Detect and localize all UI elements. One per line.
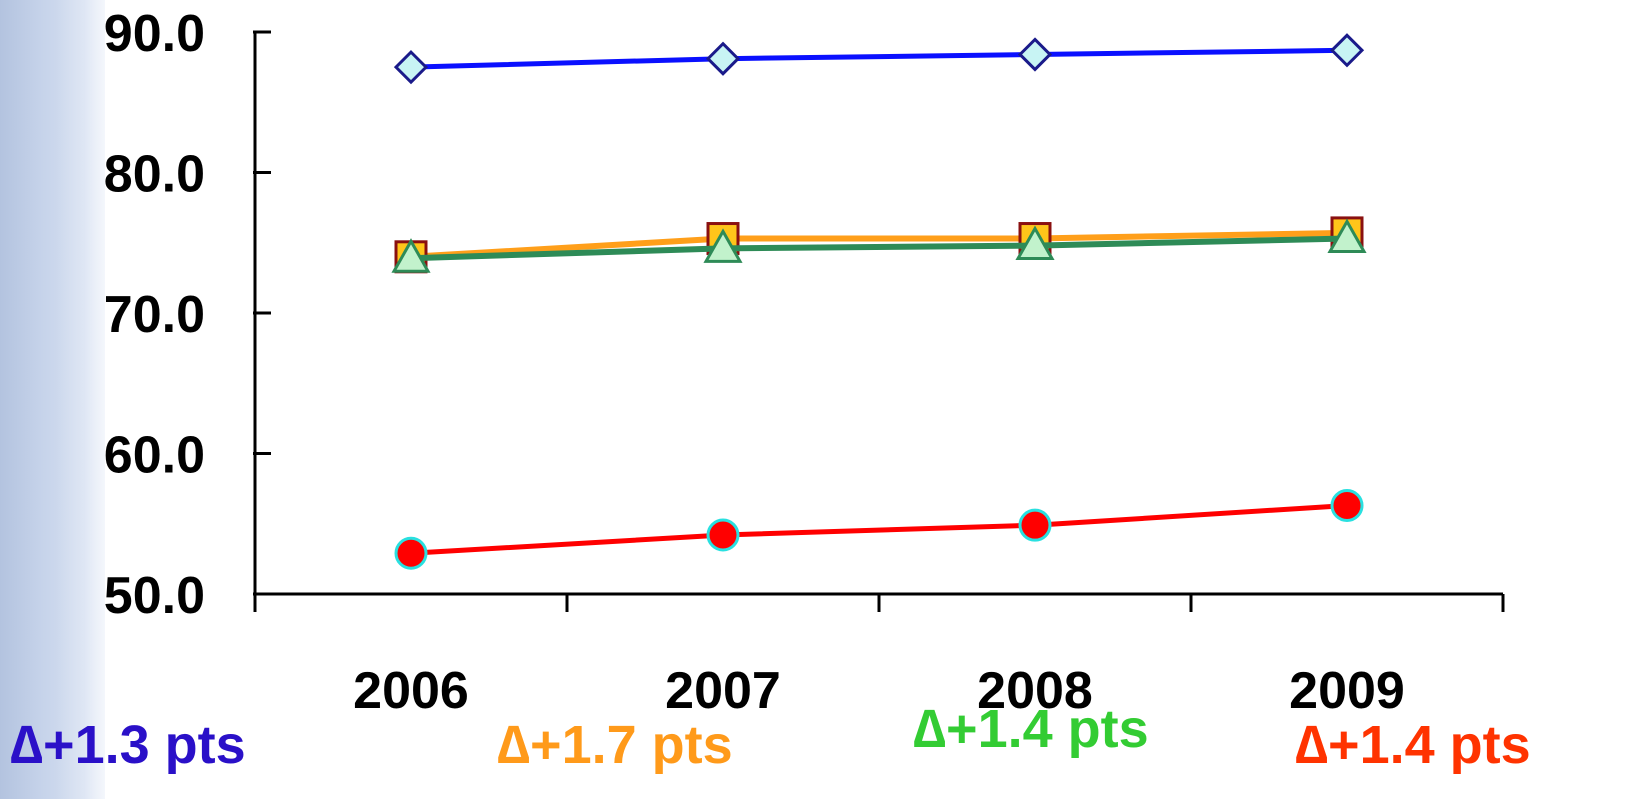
data-point-diamond [393, 50, 429, 85]
data-point-triangle [1327, 218, 1367, 254]
y-tick-label: 80.0 [104, 146, 205, 204]
change-annotation-green: ∆+1.4 pts [913, 699, 1149, 759]
x-tick-labels: 2006 2007 2008 2009 [353, 662, 1405, 720]
data-point-circle [394, 536, 428, 570]
x-tick-label: 2009 [1289, 662, 1405, 720]
series-2 [391, 218, 1367, 273]
y-tick-labels: 90.0 80.0 70.0 60.0 50.0 [104, 5, 205, 625]
data-point-diamond [1329, 33, 1365, 68]
change-annotation-blue: ∆+1.3 pts [10, 715, 246, 775]
x-tick-label: 2008 [977, 662, 1093, 720]
y-tick-label: 50.0 [104, 567, 205, 625]
data-point-diamond [1017, 37, 1053, 72]
data-point-diamond [705, 41, 741, 76]
y-tick-label: 90.0 [104, 5, 205, 63]
change-annotation-orange: ∆+1.7 pts [497, 715, 733, 775]
x-tick-label: 2006 [353, 662, 469, 720]
data-point-circle [706, 518, 740, 552]
series-line [410, 229, 1348, 260]
series-line [410, 47, 1348, 70]
y-tick-label: 60.0 [104, 427, 205, 485]
series-layer [391, 33, 1367, 570]
data-point-triangle [391, 238, 431, 273]
series-3 [394, 488, 1364, 570]
series-line [410, 503, 1348, 556]
change-annotations: ∆+1.3 pts ∆+1.7 pts ∆+1.4 pts ∆+1.4 pts [0, 702, 1629, 799]
data-point-circle [1330, 488, 1364, 522]
data-point-triangle [1015, 225, 1055, 261]
series-0 [393, 33, 1365, 85]
slide-side-band [0, 0, 105, 799]
change-annotation-red: ∆+1.4 pts [1295, 715, 1531, 775]
data-point-circle [1018, 508, 1052, 542]
y-tick-label: 70.0 [104, 286, 205, 344]
data-point-triangle [703, 228, 743, 263]
x-tick-label: 2007 [665, 662, 781, 720]
series-line [410, 235, 1348, 262]
chart-axes [253, 30, 1505, 612]
